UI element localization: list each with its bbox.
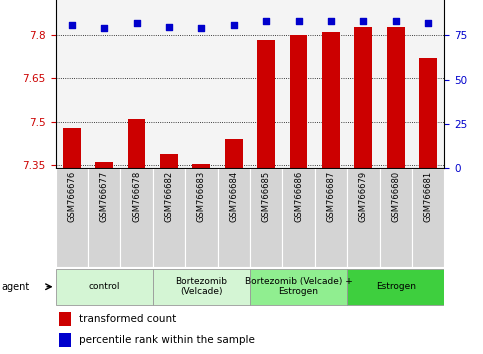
Point bbox=[392, 18, 399, 24]
Text: Bortezomib (Velcade) +
Estrogen: Bortezomib (Velcade) + Estrogen bbox=[245, 277, 353, 296]
Bar bbox=[355, 27, 372, 168]
Bar bbox=[153, 269, 250, 305]
Point bbox=[133, 20, 141, 26]
Text: Bortezomib
(Velcade): Bortezomib (Velcade) bbox=[175, 277, 227, 296]
Text: GSM766685: GSM766685 bbox=[262, 171, 270, 222]
Bar bbox=[192, 164, 210, 168]
Bar bbox=[322, 32, 340, 168]
Bar bbox=[153, 168, 185, 267]
Text: transformed count: transformed count bbox=[79, 314, 176, 324]
Point bbox=[165, 24, 173, 29]
Bar bbox=[380, 168, 412, 267]
Bar bbox=[290, 35, 308, 168]
Bar bbox=[59, 312, 71, 326]
Bar bbox=[95, 162, 113, 168]
Bar bbox=[250, 269, 347, 305]
Point bbox=[424, 20, 432, 26]
Text: GSM766682: GSM766682 bbox=[164, 171, 173, 222]
Point bbox=[262, 18, 270, 24]
Text: GSM766681: GSM766681 bbox=[424, 171, 433, 222]
Point bbox=[327, 18, 335, 24]
Point bbox=[198, 25, 205, 31]
Text: GSM766687: GSM766687 bbox=[327, 171, 336, 222]
Bar bbox=[128, 119, 145, 168]
Text: GSM766686: GSM766686 bbox=[294, 171, 303, 222]
Point bbox=[359, 18, 367, 24]
Bar bbox=[59, 333, 71, 347]
Point bbox=[230, 22, 238, 28]
Bar bbox=[419, 58, 437, 168]
Text: GSM766684: GSM766684 bbox=[229, 171, 238, 222]
Bar bbox=[225, 139, 242, 168]
Bar bbox=[315, 168, 347, 267]
Text: GSM766683: GSM766683 bbox=[197, 171, 206, 222]
Bar bbox=[347, 168, 380, 267]
Bar bbox=[185, 168, 217, 267]
Bar bbox=[217, 168, 250, 267]
Text: agent: agent bbox=[1, 282, 29, 292]
Text: control: control bbox=[88, 282, 120, 291]
Text: GSM766677: GSM766677 bbox=[99, 171, 109, 222]
Bar bbox=[347, 269, 444, 305]
Text: percentile rank within the sample: percentile rank within the sample bbox=[79, 335, 255, 345]
Point bbox=[68, 22, 76, 28]
Point bbox=[100, 25, 108, 31]
Text: Estrogen: Estrogen bbox=[376, 282, 416, 291]
Text: GSM766678: GSM766678 bbox=[132, 171, 141, 222]
Bar bbox=[88, 168, 120, 267]
Bar bbox=[160, 154, 178, 168]
Bar bbox=[63, 127, 81, 168]
Bar bbox=[257, 40, 275, 168]
Bar bbox=[387, 27, 405, 168]
Text: GSM766680: GSM766680 bbox=[391, 171, 400, 222]
Point bbox=[295, 18, 302, 24]
Bar bbox=[56, 269, 153, 305]
Text: GSM766679: GSM766679 bbox=[359, 171, 368, 222]
Bar bbox=[283, 168, 315, 267]
Bar bbox=[250, 168, 283, 267]
Text: GSM766676: GSM766676 bbox=[67, 171, 76, 222]
Bar bbox=[120, 168, 153, 267]
Bar bbox=[56, 168, 88, 267]
Bar bbox=[412, 168, 444, 267]
